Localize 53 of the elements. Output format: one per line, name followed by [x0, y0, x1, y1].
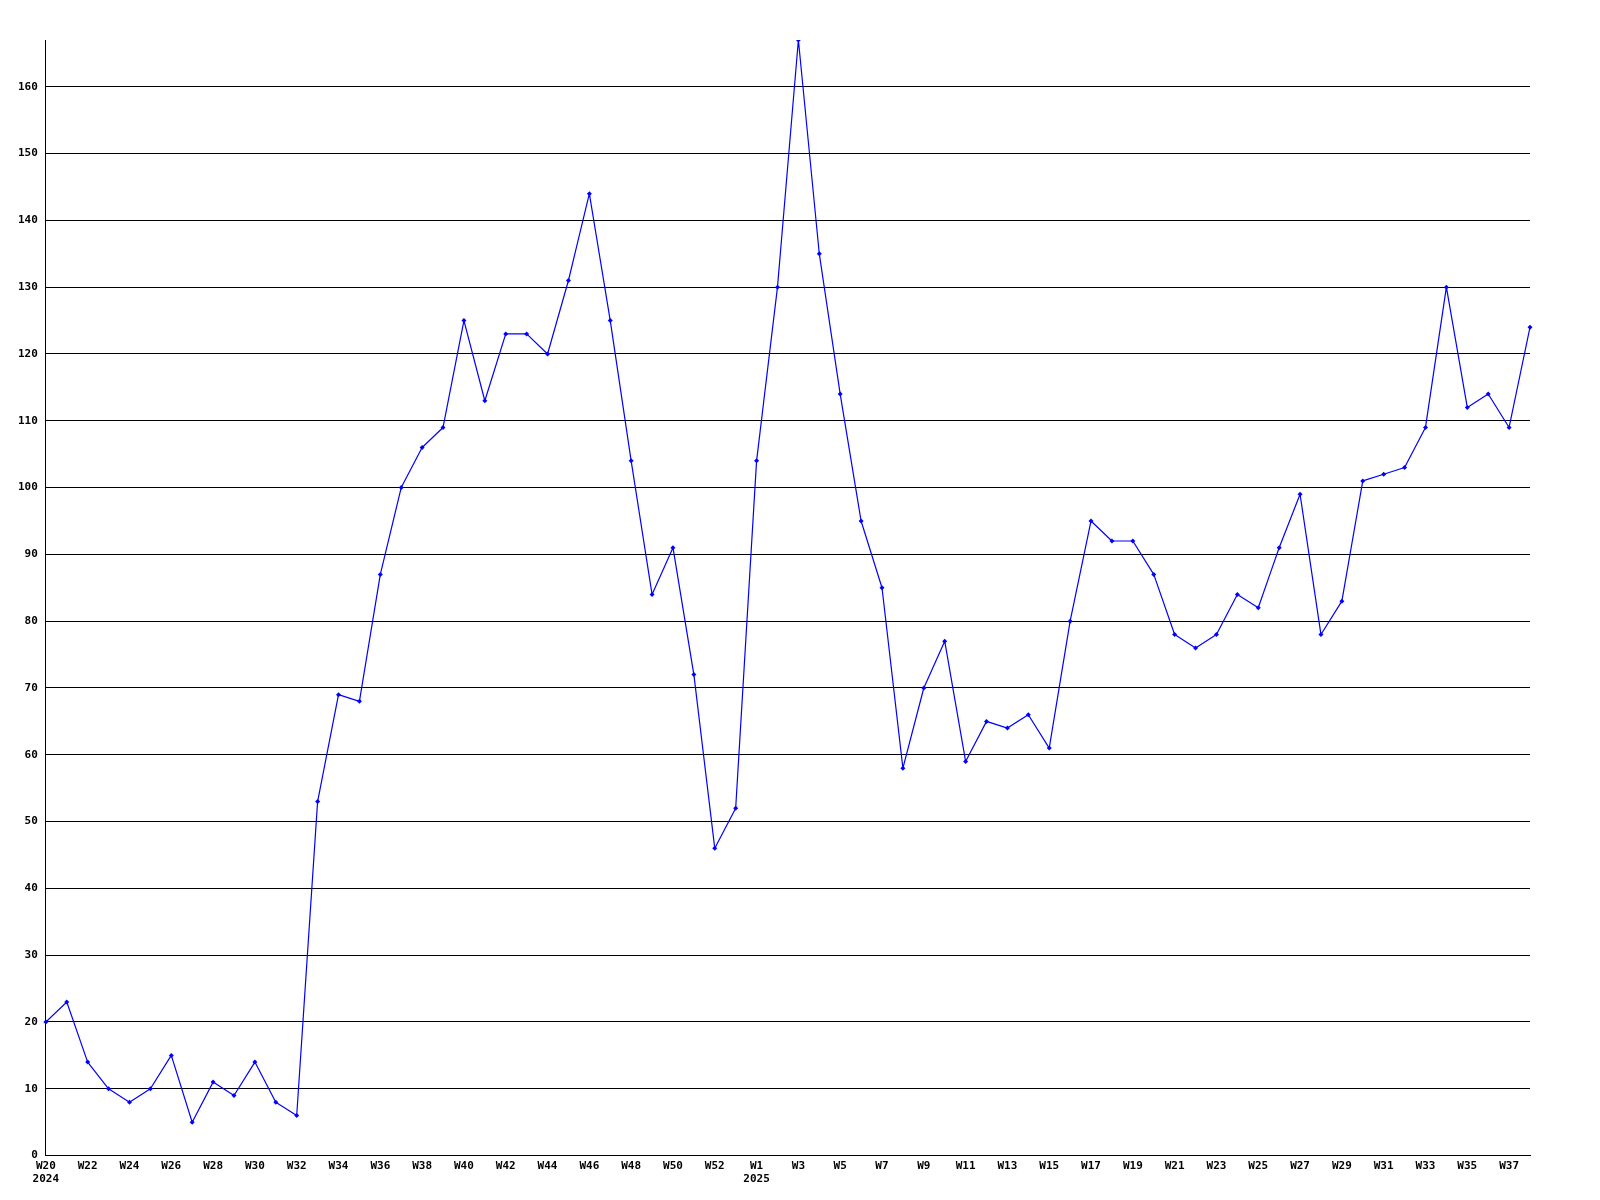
x-tick-label: W15	[1039, 1159, 1060, 1173]
x-tick-label: W7	[875, 1159, 889, 1173]
x-tick-label: W27	[1290, 1159, 1310, 1173]
x-tick-label: W28	[203, 1159, 224, 1173]
x-tick-label: W35	[1457, 1159, 1478, 1173]
x-tick-label: W38	[412, 1159, 433, 1173]
x-tick-label: W44	[537, 1159, 558, 1173]
y-tick-label: 120	[17, 346, 38, 360]
x-tick-label: W37	[1499, 1159, 1520, 1173]
y-tick-label: 30	[24, 948, 38, 962]
x-tick-label: W11	[955, 1159, 976, 1173]
x-tick-label: W22	[77, 1159, 98, 1173]
x-tick-label: W24	[119, 1159, 140, 1173]
y-tick-label: 80	[24, 614, 38, 628]
y-tick-label: 20	[24, 1014, 38, 1028]
y-tick-label: 130	[17, 280, 38, 294]
x-tick-label: W1 2025	[743, 1159, 770, 1186]
x-tick-label: W25	[1248, 1159, 1269, 1173]
x-tick-label: W3	[791, 1159, 806, 1173]
x-tick-label: W48	[621, 1159, 642, 1173]
y-tick-label: 140	[17, 213, 38, 227]
x-tick-label: W46	[579, 1159, 600, 1173]
x-tick-label: W33	[1415, 1159, 1436, 1173]
x-tick-label: W36	[370, 1159, 391, 1173]
x-tick-label: W26	[161, 1159, 182, 1173]
x-tick-label: W19	[1122, 1159, 1143, 1173]
y-tick-label: 110	[17, 413, 38, 427]
y-tick-label: 100	[17, 480, 38, 494]
y-tick-label: 10	[24, 1081, 38, 1095]
y-tick-label: 40	[24, 881, 38, 895]
x-tick-label: W21	[1164, 1159, 1185, 1173]
y-tick-label: 70	[24, 680, 38, 694]
x-tick-label: W13	[997, 1159, 1018, 1173]
x-tick-label: W20 2024	[32, 1159, 60, 1186]
y-tick-label: 160	[17, 79, 38, 93]
x-tick-label: W31	[1373, 1159, 1394, 1173]
y-tick-label: 150	[17, 146, 38, 160]
x-tick-label: W29	[1331, 1159, 1352, 1173]
x-tick-label: W30	[244, 1159, 265, 1173]
y-tick-label: 0	[31, 1148, 38, 1162]
x-tick-label: W42	[495, 1159, 516, 1173]
y-tick-label: 50	[24, 814, 38, 828]
x-tick-label: W5	[833, 1159, 847, 1173]
x-tick-label: W50	[663, 1159, 683, 1173]
y-tick-label: 60	[24, 747, 38, 761]
x-tick-label: W17	[1081, 1159, 1101, 1173]
x-tick-label: W9	[917, 1159, 931, 1173]
x-tick-label: W34	[328, 1159, 349, 1173]
x-tick-label: W40	[454, 1159, 474, 1173]
x-tick-label: W23	[1206, 1159, 1227, 1173]
y-tick-label: 90	[24, 547, 38, 561]
x-tick-label: W52	[704, 1159, 725, 1173]
x-tick-label: W32	[286, 1159, 307, 1173]
